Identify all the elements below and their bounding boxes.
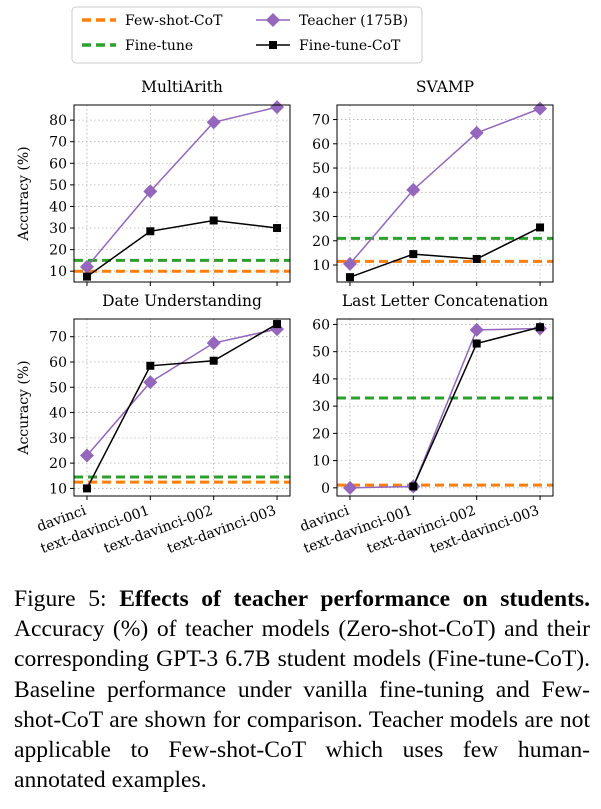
data-point-finetune-cot	[273, 320, 282, 329]
data-point-finetune-cot	[209, 356, 218, 365]
panel-3: 0102030405060davincitext-davinci-001text…	[298, 292, 554, 557]
data-point-teacher	[206, 115, 221, 130]
axes-frame	[336, 104, 554, 283]
data-point-teacher	[143, 375, 158, 390]
data-point-finetune-cot	[472, 254, 481, 263]
y-tick-label: 0	[321, 481, 330, 497]
caption-body: Accuracy (%) of teacher models (Zero-sho…	[14, 616, 590, 794]
y-tick-label: 20	[49, 243, 67, 259]
y-tick-label: 30	[312, 210, 330, 226]
data-point-teacher	[79, 259, 94, 274]
panel-title: MultiArith	[141, 78, 223, 96]
y-tick-label: 10	[312, 454, 330, 470]
panel-1: 10 20 30 40 50 60 70 SVAMP	[312, 78, 554, 286]
y-tick-label: 30	[49, 431, 67, 447]
series-line-0	[349, 327, 541, 489]
y-tick-label: 10	[312, 258, 330, 274]
data-point-finetune-cot	[146, 227, 155, 236]
data-point-teacher	[79, 448, 94, 463]
axes-frame	[73, 104, 291, 283]
y-tick-label: 70	[49, 330, 67, 346]
data-point-finetune-cot	[409, 482, 418, 491]
data-point-teacher	[406, 182, 421, 197]
series-line-1	[86, 323, 278, 489]
data-point-finetune-cot	[273, 224, 282, 233]
panel-title: SVAMP	[416, 78, 474, 96]
y-tick-label: 40	[49, 406, 67, 422]
x-tick-label: text-davinci-003	[165, 503, 278, 557]
data-point-teacher	[342, 256, 357, 271]
data-point-finetune-cot	[536, 223, 545, 232]
legend-label-1: Teacher (175B)	[299, 13, 408, 29]
data-point-finetune-cot	[209, 216, 218, 225]
data-point-teacher	[270, 100, 285, 115]
data-point-teacher	[469, 125, 484, 140]
panel-title: Last Letter Concatenation	[342, 292, 548, 310]
y-tick-label: 30	[49, 221, 67, 237]
figure-chart: Few-shot-CoT Teacher (175B) Fine-tune Fine-…	[16, 6, 554, 557]
data-point-teacher	[342, 480, 357, 495]
y-tick-label: 10	[49, 264, 67, 280]
y-tick-label: 80	[49, 113, 67, 129]
data-point-finetune-cot	[536, 323, 545, 332]
y-tick-label: 40	[49, 199, 67, 215]
y-tick-label: 50	[49, 380, 67, 396]
legend-label-3: Fine-tune-CoT	[299, 38, 401, 54]
figure-caption: Figure 5: Effects of teacher performance…	[14, 584, 590, 795]
data-point-finetune-cot	[409, 250, 418, 259]
panel-0: 10 20 30 40 50 60 70 80 MultiArith Accuracy (%)	[16, 78, 291, 286]
axes-frame	[73, 318, 291, 497]
y-tick-label: 70	[312, 113, 330, 129]
data-point-finetune-cot	[82, 484, 91, 493]
legend-marker-1	[266, 13, 280, 27]
y-tick-label: 10	[49, 481, 67, 497]
y-tick-label: 40	[312, 372, 330, 388]
y-tick-label: 30	[312, 399, 330, 415]
series-line-0	[86, 106, 278, 268]
y-tick-label: 50	[312, 161, 330, 177]
series-line-1	[86, 219, 278, 278]
x-tick-label: text-davinci-003	[428, 503, 541, 557]
legend-marker-3	[269, 41, 277, 49]
y-tick-label: 60	[49, 355, 67, 371]
y-tick-label: 50	[49, 178, 67, 194]
y-tick-label: 50	[312, 345, 330, 361]
legend-frame	[71, 6, 423, 64]
legend-label-0: Few-shot-CoT	[125, 13, 223, 29]
panel-title: Date Understanding	[102, 292, 262, 310]
series-line-0	[86, 328, 278, 457]
data-point-finetune-cot	[146, 361, 155, 370]
data-point-finetune-cot	[472, 339, 481, 348]
data-point-finetune-cot	[82, 272, 91, 281]
panel-2: 10203040506070davincitext-davinci-001tex…	[16, 292, 291, 557]
caption-label: Figure 5:	[14, 586, 120, 612]
y-axis-label: Accuracy (%)	[16, 360, 32, 455]
data-point-teacher	[533, 101, 548, 116]
axes-frame	[336, 318, 554, 497]
data-point-finetune-cot	[345, 273, 354, 282]
y-tick-label: 20	[312, 426, 330, 442]
y-tick-label: 60	[312, 317, 330, 333]
y-tick-label: 20	[49, 456, 67, 472]
y-axis-label: Accuracy (%)	[16, 146, 32, 241]
y-tick-label: 40	[312, 185, 330, 201]
y-tick-label: 60	[312, 137, 330, 153]
caption-bold: Effects of teacher performance on studen…	[119, 586, 591, 612]
y-tick-label: 70	[49, 135, 67, 151]
y-tick-label: 20	[312, 234, 330, 250]
data-point-teacher	[143, 184, 158, 199]
data-point-teacher	[469, 322, 484, 337]
series-line-0	[349, 107, 541, 265]
y-tick-label: 60	[49, 156, 67, 172]
data-point-teacher	[206, 336, 221, 351]
series-line-1	[349, 226, 541, 278]
legend-label-2: Fine-tune	[125, 38, 193, 54]
